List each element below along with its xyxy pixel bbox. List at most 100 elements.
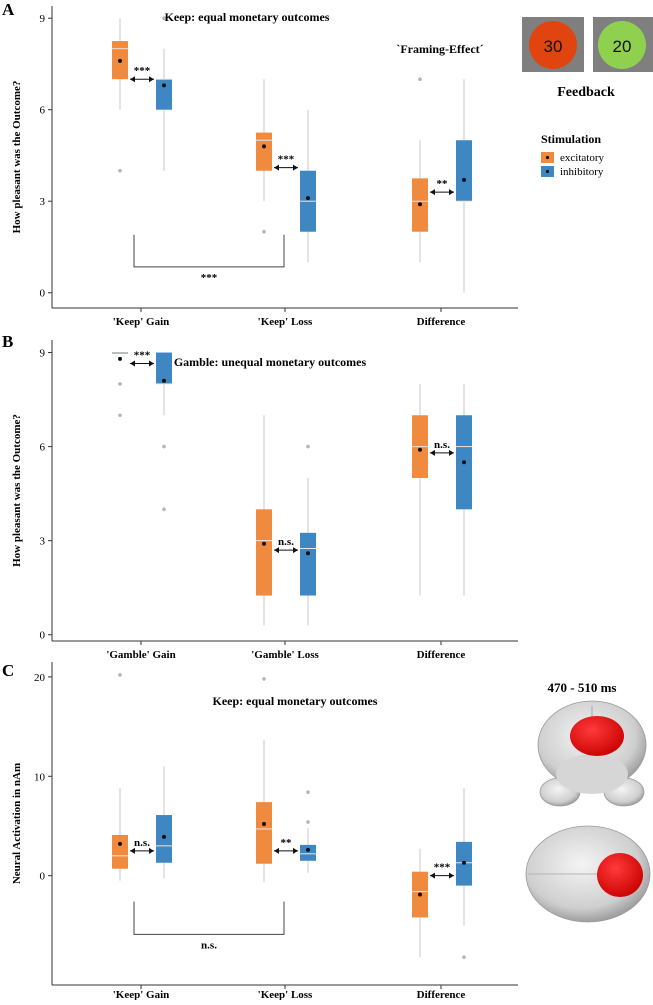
x-tick-label: 'Gamble' Loss (251, 649, 319, 661)
arrow-head-left (430, 449, 435, 456)
y-tick-label: 0 (40, 288, 46, 300)
box-body-excitatory (256, 802, 272, 864)
box-excitatory-1 (256, 79, 272, 234)
legend-label-inhibitory: inhibitory (560, 166, 604, 178)
y-tick-label: 9 (40, 348, 46, 360)
box-excitatory-0 (112, 673, 128, 881)
brain-front-view (537, 700, 647, 807)
outlier-point (162, 16, 166, 21)
bracket-label: *** (201, 272, 218, 284)
mean-point (262, 144, 266, 149)
box-excitatory-0 (112, 352, 128, 418)
bracket-label: n.s. (201, 939, 217, 951)
arrow-head-right (449, 189, 454, 196)
comparison-arrow: *** (130, 350, 154, 367)
y-tick-label: 9 (40, 13, 46, 25)
outlier-point (262, 229, 266, 234)
outlier-point (462, 955, 466, 959)
outlier-point (118, 413, 122, 418)
comparison-arrow: *** (430, 862, 454, 879)
x-tick-label: 'Keep' Loss (258, 316, 313, 328)
arrow-head-right (449, 449, 454, 456)
arrow-head-right (149, 76, 154, 83)
panel-c-title: Keep: equal monetary outcomes (213, 694, 378, 708)
comparison-arrow: ** (274, 837, 298, 854)
arrow-head-left (430, 872, 435, 879)
box-excitatory-2 (412, 848, 428, 958)
legend-swatch-inhibitory-dot (545, 169, 550, 174)
framing-effect-label: `Framing-Effect´ (396, 42, 483, 56)
box-body-excitatory (256, 132, 272, 171)
box-inhibitory-0 (156, 16, 172, 171)
significance-label: ** (281, 837, 293, 849)
significance-label: ** (437, 178, 449, 190)
significance-label: n.s. (134, 837, 150, 849)
arrow-head-left (130, 847, 135, 854)
feedback-circle-low (598, 21, 646, 69)
box-inhibitory-1 (300, 109, 316, 263)
comparison-arrow: n.s. (130, 837, 154, 854)
significance-label: *** (134, 350, 151, 362)
panel-a-chart: 0 3 6 9 How pleasant was the Outcome? 'Keep' … (11, 6, 518, 328)
y-tick-label: 10 (34, 771, 46, 783)
mean-point (462, 460, 466, 465)
outlier-point (306, 820, 310, 824)
feedback-illustration: 30 20 Feedback (522, 17, 653, 100)
legend-title: Stimulation (541, 132, 601, 146)
box-body-inhibitory (300, 844, 316, 861)
x-tick-label: 'Keep' Loss (258, 989, 313, 1000)
arrow-head-left (274, 164, 279, 171)
significance-label: *** (278, 154, 295, 166)
y-tick-label: 6 (40, 442, 46, 454)
brain-time-label: 470 - 510 ms (548, 680, 617, 695)
feedback-value-high: 30 (544, 37, 563, 56)
arrow-head-left (130, 76, 135, 83)
box-inhibitory-0 (156, 766, 172, 879)
mean-point (162, 834, 166, 839)
outlier-point (118, 673, 122, 677)
y-tick-label: 3 (40, 196, 46, 208)
box-excitatory-2 (412, 77, 428, 263)
panel-letter-a: A (2, 0, 15, 19)
feedback-label: Feedback (557, 85, 615, 100)
mean-point (118, 841, 122, 846)
feedback-value-low: 20 (613, 37, 632, 56)
significance-label: *** (134, 65, 151, 77)
x-tick-label: Difference (417, 316, 466, 328)
box-body-inhibitory (156, 352, 172, 384)
legend-label-excitatory: excitatory (560, 152, 604, 164)
panel-letter-b: B (2, 332, 13, 351)
feedback-circle-high (529, 21, 577, 69)
y-tick-label: 0 (40, 630, 46, 642)
panel-b-chart: 0 3 6 9 How pleasant was the Outcome? 'Gamble… (11, 340, 518, 661)
box-inhibitory-1 (300, 790, 316, 873)
comparison-arrow: n.s. (430, 439, 454, 456)
x-tick-label: 'Keep' Gain (113, 316, 170, 328)
arrow-head-left (274, 847, 279, 854)
box-body-excitatory (112, 834, 128, 869)
outlier-point (162, 507, 166, 512)
mean-point (118, 356, 122, 361)
x-tick-label: Difference (417, 649, 466, 661)
legend: Stimulation excitatory inhibitory (541, 132, 604, 178)
y-tick-label: 6 (40, 105, 46, 117)
y-tick-label: 20 (34, 672, 46, 684)
arrow-head-right (293, 164, 298, 171)
bracket-line (133, 234, 285, 268)
comparison-arrow: *** (274, 154, 298, 171)
box-inhibitory-0 (156, 352, 172, 512)
mean-point (306, 196, 310, 201)
significance-label: n.s. (278, 536, 294, 548)
arrow-head-right (293, 847, 298, 854)
mean-point (162, 378, 166, 383)
comparison-arrow: n.s. (274, 536, 298, 554)
box-body-inhibitory (456, 140, 472, 202)
y-tick-label: 3 (40, 536, 46, 548)
box-inhibitory-2 (456, 79, 472, 293)
y-axis-label: How pleasant was the Outcome? (11, 414, 23, 567)
box-inhibitory-2 (456, 383, 472, 596)
mean-point (418, 202, 422, 207)
y-axis-label: Neural Activation in nAm (11, 763, 23, 884)
mean-point (162, 83, 166, 88)
